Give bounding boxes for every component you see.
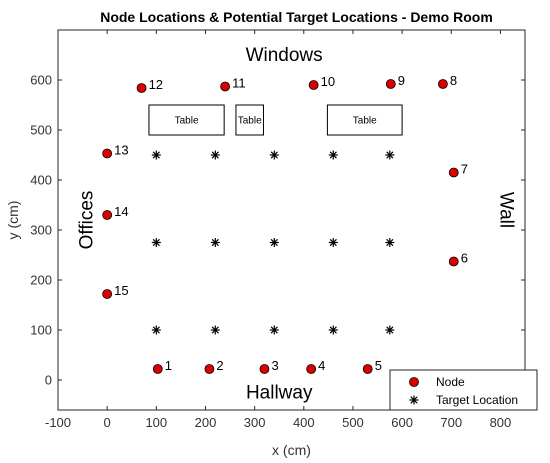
table-box — [235, 104, 264, 136]
target-locations-layer — [151, 150, 395, 335]
node-label: 7 — [461, 162, 468, 177]
node-label: 12 — [149, 77, 163, 92]
y-axis-label: y (cm) — [5, 201, 21, 240]
target-location-marker — [151, 150, 161, 160]
table-label: Table — [238, 116, 262, 127]
tables-layer: Table Table Table — [148, 104, 403, 136]
legend: Node Target Location — [389, 369, 538, 411]
node-marker — [448, 256, 459, 267]
node-marker — [102, 289, 113, 299]
target-location-marker — [210, 238, 220, 247]
y-tick-label: 400 — [30, 173, 52, 188]
target-location-marker — [151, 325, 161, 335]
target-location-marker — [328, 325, 338, 335]
node-marker — [152, 364, 163, 374]
node-marker — [448, 167, 459, 178]
node-marker — [204, 364, 215, 374]
target-location-marker — [269, 238, 279, 247]
node-marker — [259, 364, 270, 374]
x-tick-label: 200 — [195, 415, 217, 430]
node-marker — [438, 79, 448, 89]
node-marker — [306, 364, 317, 374]
table-label: Table — [353, 116, 377, 127]
x-axis-label: x (cm) — [272, 442, 311, 458]
node-marker — [362, 364, 373, 374]
node-label: 8 — [450, 73, 457, 88]
y-tick-label: 500 — [30, 123, 52, 138]
target-location-marker — [328, 150, 338, 160]
node-label: 15 — [114, 283, 128, 298]
node-label: 6 — [461, 251, 468, 266]
target-location-marker — [385, 325, 395, 335]
region-annotation: Wall — [495, 192, 516, 228]
x-tick-label: 700 — [440, 415, 462, 430]
target-location-marker — [385, 238, 395, 247]
node-label: 2 — [216, 358, 223, 373]
node-label: 14 — [114, 204, 128, 219]
table-label: Table — [175, 116, 199, 127]
node-label: 11 — [232, 76, 246, 91]
node-label: 9 — [398, 73, 405, 88]
x-tick-label: -100 — [45, 415, 71, 430]
legend-target-label: Target Location — [436, 393, 518, 407]
y-tick-label: 100 — [30, 323, 52, 338]
node-label: 1 — [165, 358, 172, 373]
plot-area — [58, 30, 525, 410]
annotations-layer: Windows Hallway Offices Wall — [77, 45, 517, 404]
node-label: 10 — [321, 74, 335, 89]
chart-title: Node Locations & Potential Target Locati… — [100, 9, 493, 25]
node-marker — [220, 81, 231, 92]
node-label: 3 — [271, 358, 278, 373]
target-location-marker — [210, 325, 220, 335]
region-annotation: Hallway — [246, 383, 313, 404]
target-location-marker — [269, 150, 279, 160]
node-label: 13 — [114, 143, 128, 158]
node-marker — [308, 80, 319, 90]
target-location-marker — [210, 150, 220, 160]
legend-node-marker — [409, 377, 419, 387]
target-location-marker — [269, 325, 279, 335]
y-tick-label: 600 — [30, 73, 52, 88]
node-marker — [102, 148, 113, 159]
axes-layer: -100 0 100 200 300 400 500 600 700 800 0 100 200 300 4… — [30, 30, 525, 430]
plot-frame — [57, 29, 526, 411]
target-location-marker — [151, 238, 161, 247]
y-tick-label: 0 — [45, 373, 52, 388]
x-tick-label: 400 — [293, 415, 315, 430]
x-tick-label: 0 — [104, 415, 111, 430]
y-tick-label: 300 — [30, 223, 52, 238]
x-tick-label: 300 — [244, 415, 266, 430]
legend-target-marker — [409, 395, 419, 405]
node-label: 4 — [318, 358, 325, 373]
x-tick-label: 500 — [342, 415, 364, 430]
region-annotation: Windows — [246, 45, 323, 66]
x-tick-label: 600 — [391, 415, 413, 430]
target-location-marker — [328, 238, 338, 247]
node-marker — [102, 210, 113, 220]
table-box — [148, 104, 225, 136]
region-annotation: Offices — [77, 191, 98, 250]
node-marker — [385, 79, 396, 89]
y-tick-label: 200 — [30, 273, 52, 288]
node-label: 5 — [375, 358, 382, 373]
table-box — [326, 104, 403, 136]
x-tick-label: 100 — [145, 415, 167, 430]
legend-node-label: Node — [436, 375, 465, 389]
x-tick-label: 800 — [490, 415, 512, 430]
target-location-marker — [385, 150, 395, 160]
node-marker — [136, 83, 147, 93]
